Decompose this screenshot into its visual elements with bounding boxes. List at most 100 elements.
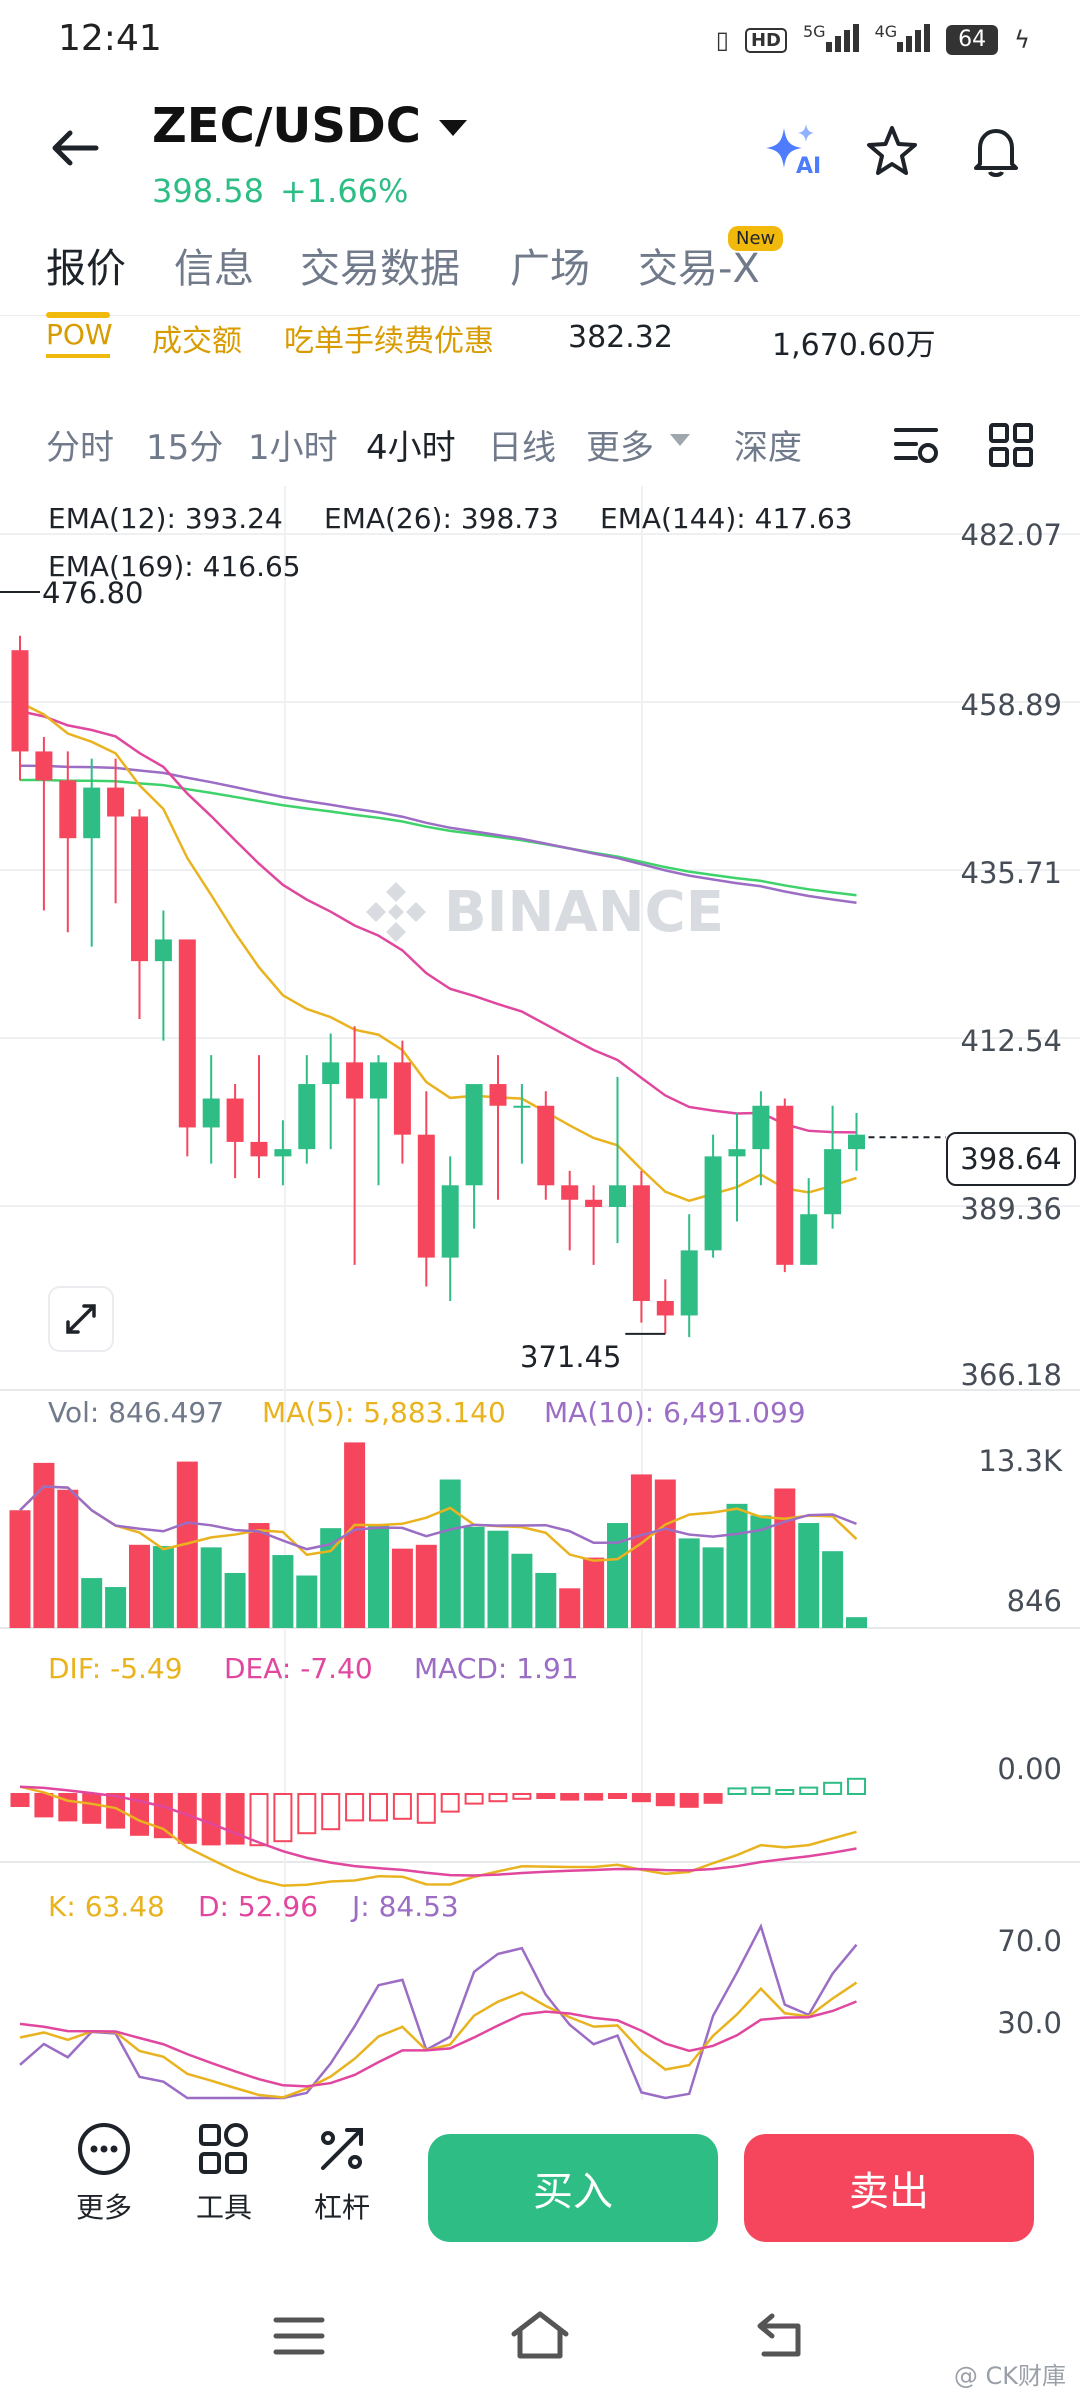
macd-hist-bar [416, 1793, 436, 1824]
tab-trade-x[interactable]: 交易-X [638, 246, 760, 292]
volume-bar [630, 1474, 652, 1628]
charging-icon: ϟ [1014, 26, 1030, 54]
volume-bar [702, 1547, 724, 1628]
candle-body [393, 1062, 411, 1135]
candle-body [680, 1250, 698, 1316]
macd-hist-bar [297, 1793, 317, 1835]
back-nav-icon[interactable] [752, 2310, 808, 2360]
volume-bar [391, 1548, 413, 1628]
macd-hist-bar [823, 1781, 843, 1796]
macd-hist-bar [488, 1793, 508, 1803]
kdj-tick: 30.0 [997, 2006, 1062, 2040]
more-dots-icon [78, 2123, 130, 2175]
volume-bar [105, 1587, 127, 1628]
expand-icon [66, 1304, 96, 1334]
price-change: +1.66% [279, 172, 409, 210]
candle-body [298, 1084, 316, 1150]
candle-body [226, 1098, 244, 1142]
candle-body [824, 1149, 842, 1215]
volume-bar [726, 1503, 748, 1628]
high-price-label: 476.80 [42, 576, 144, 610]
interval-1h[interactable]: 1小时 [248, 428, 338, 468]
volume-bar [200, 1547, 222, 1628]
volume-bar [248, 1523, 270, 1628]
volume-bar [535, 1572, 557, 1628]
candle-body [513, 1105, 531, 1108]
kdj-tick: 70.0 [997, 1924, 1062, 1958]
y-tick: 435.71 [960, 856, 1062, 890]
macd-hist-bar [345, 1793, 365, 1822]
tools-button[interactable]: 工具 [174, 2120, 274, 2226]
favorite-star-icon[interactable] [860, 120, 924, 184]
leverage-button[interactable]: 杠杆 [292, 2120, 392, 2226]
interval-depth[interactable]: 深度 [734, 428, 802, 468]
fullscreen-button[interactable] [48, 1286, 114, 1352]
interval-more[interactable]: 更多 [586, 428, 654, 468]
volume-label: 成交额 [152, 324, 242, 359]
binance-logo-icon [366, 882, 426, 942]
kline-chart-area[interactable] [0, 486, 1080, 2106]
macd-hist-bar [249, 1793, 269, 1847]
volume-bar [654, 1479, 676, 1628]
volume-bar [33, 1462, 55, 1628]
watermark-text: BINANCE [444, 879, 724, 945]
chart-settings-icon[interactable] [892, 420, 942, 470]
layout-grid-icon[interactable] [986, 420, 1036, 470]
tools-label: 工具 [195, 2191, 252, 2224]
back-arrow-icon[interactable] [46, 118, 106, 178]
ema169-label: EMA(169): 416.65 [48, 550, 301, 583]
vol-ma10-label: MA(10): 6,491.099 [544, 1396, 806, 1429]
macd-hist-bar [655, 1793, 675, 1807]
bell-icon[interactable] [964, 120, 1028, 184]
low-price-label: 371.45 [520, 1340, 622, 1374]
d-label: D: 52.96 [198, 1890, 319, 1923]
new-badge: New [728, 226, 784, 251]
vol-ma5-line [19, 1485, 858, 1562]
macd-hist-bar [177, 1793, 197, 1844]
menu-icon[interactable] [272, 2314, 326, 2358]
kdj-k-line [19, 1981, 858, 2099]
interval-timeline[interactable]: 分时 [46, 428, 114, 468]
interval-4h[interactable]: 4小时 [366, 428, 456, 468]
candle-body [250, 1141, 268, 1157]
y-tick: 412.54 [960, 1024, 1062, 1058]
ticker-row: POW 成交额 吃单手续费优惠 382.32 1,670.60万 [0, 316, 1080, 366]
y-tick: 458.89 [960, 688, 1062, 722]
candle-body [704, 1156, 722, 1251]
tab-trading-data[interactable]: 交易数据 [300, 246, 460, 292]
ai-sparkle-icon[interactable]: AI [762, 120, 826, 184]
candle-body [632, 1185, 650, 1301]
tab-info[interactable]: 信息 [174, 246, 254, 292]
interval-1d[interactable]: 日线 [488, 428, 556, 468]
candle-body [585, 1199, 603, 1207]
pair-selector[interactable]: ZEC/USDC [152, 98, 467, 154]
macd-hist-bar [82, 1793, 102, 1824]
volume-bar [224, 1572, 246, 1628]
buy-button[interactable]: 买入 [428, 2134, 718, 2242]
y-tick: 389.36 [960, 1192, 1062, 1226]
volume-bar [463, 1526, 485, 1628]
current-price-tag: 398.64 [946, 1132, 1076, 1186]
more-button[interactable]: 更多 [54, 2120, 154, 2226]
candle-body [202, 1098, 220, 1128]
volume-bar [750, 1515, 772, 1628]
footer-watermark: @ CK财庫 [953, 2362, 1066, 2390]
system-nav-bar [0, 2270, 1080, 2400]
ema144-label: EMA(144): 417.63 [600, 502, 853, 535]
macd-hist-bar [679, 1793, 699, 1808]
ticker-value-2: 1,670.60万 [772, 328, 936, 363]
interval-15m[interactable]: 15分 [146, 428, 224, 468]
y-tick: 366.18 [960, 1358, 1062, 1392]
volume-bar [129, 1544, 150, 1628]
sell-button[interactable]: 卖出 [744, 2134, 1034, 2242]
volume-bar [678, 1538, 700, 1628]
candle-body [561, 1185, 579, 1200]
home-icon[interactable] [508, 2308, 572, 2362]
tab-square[interactable]: 广场 [510, 246, 590, 292]
tab-quote[interactable]: 报价 [46, 246, 126, 292]
candle-body [59, 780, 77, 839]
macd-hist-bar [130, 1793, 149, 1836]
vol-tick: 846 [1006, 1584, 1062, 1618]
j-label: J: 84.53 [352, 1890, 459, 1923]
candle-body [800, 1214, 818, 1265]
